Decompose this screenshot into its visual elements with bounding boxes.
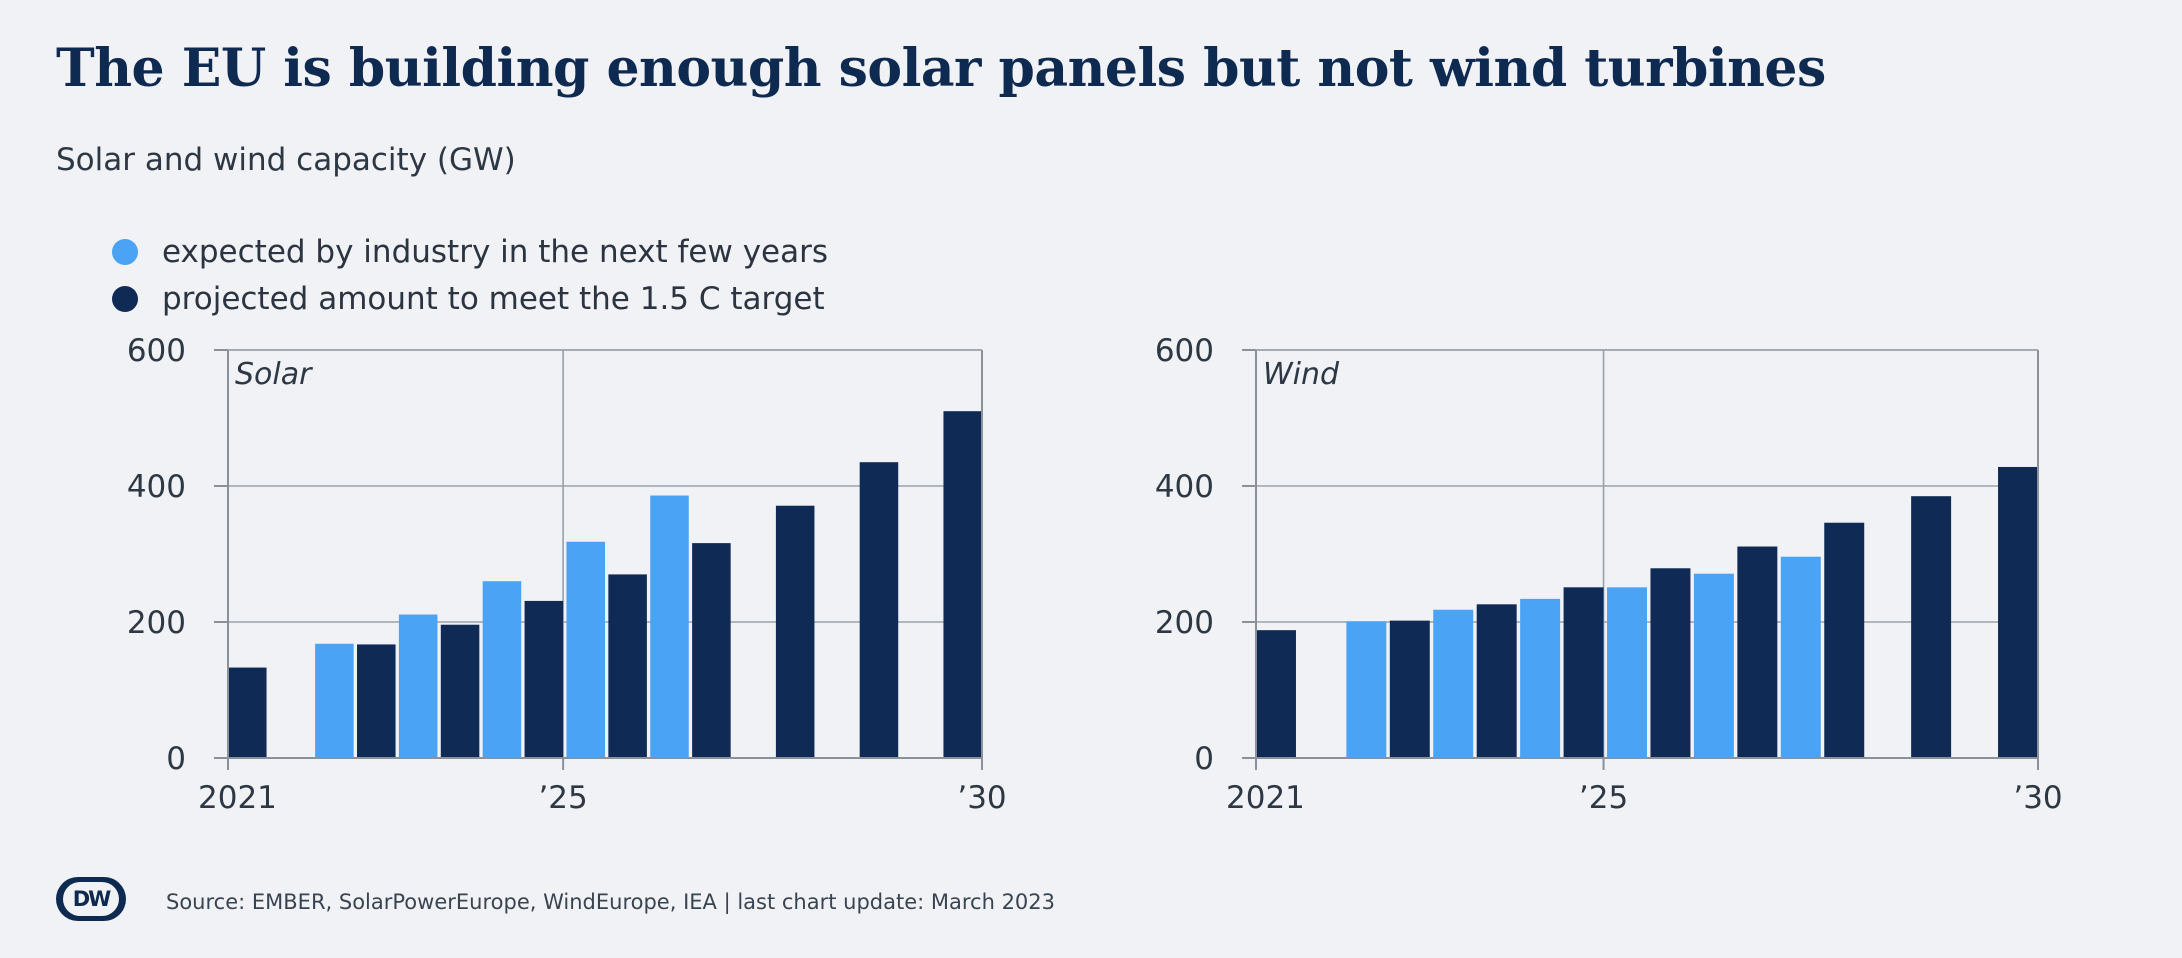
dw-logo: DW: [56, 877, 126, 921]
legend-item-industry: expected by industry in the next few yea…: [112, 232, 828, 272]
solar-bar-target-2023: [440, 624, 480, 758]
dw-logo-text: DW: [63, 882, 119, 916]
chart-subtitle: Solar and wind capacity (GW): [56, 142, 516, 178]
wind-bar-target-2022: [1389, 620, 1430, 758]
solar-xtick-label-2025: ’25: [538, 780, 587, 816]
wind-bar-target-2021: [1256, 630, 1296, 758]
solar-bar-target-2024: [524, 600, 564, 758]
wind-bar-industry-2023: [1433, 609, 1474, 758]
wind-bar-target-2027: [1824, 522, 1865, 758]
wind-ytick-label-600: 600: [1155, 333, 1214, 369]
wind-bar-target-2026: [1737, 546, 1778, 758]
solar-xtick-label-2021: 2021: [198, 780, 277, 816]
solar-panel-label: Solar: [235, 357, 313, 392]
wind-bar-target-2025: [1650, 568, 1691, 758]
legend-dot-target-icon: [112, 286, 138, 312]
legend-label-industry: expected by industry in the next few yea…: [162, 234, 829, 270]
wind-bar-industry-2026: [1693, 573, 1734, 758]
legend-label-target: projected amount to meet the 1.5 C targe…: [162, 281, 825, 317]
wind-bar-industry-2027: [1780, 556, 1821, 758]
wind-xtick-label-2025: ’25: [1579, 780, 1628, 816]
solar-bar-target-2022: [357, 644, 396, 758]
wind-bar-target-2028: [1911, 496, 1952, 758]
solar-ytick-label-400: 400: [127, 469, 186, 505]
solar-ytick-label-600: 600: [127, 333, 186, 369]
solar-bar-industry-2026: [650, 495, 689, 758]
solar-bar-target-2028: [859, 462, 899, 758]
wind-bar-industry-2025: [1607, 587, 1647, 758]
solar-bar-target-2029: [943, 411, 982, 758]
solar-ytick-label-200: 200: [127, 605, 186, 641]
wind-ytick-label-0: 0: [1194, 741, 1214, 777]
legend-item-target: projected amount to meet the 1.5 C targe…: [112, 279, 825, 319]
source-note: Source: EMBER, SolarPowerEurope, WindEur…: [166, 890, 1056, 914]
solar-bar-target-2027: [775, 505, 815, 758]
wind-bar-target-2024: [1563, 587, 1604, 758]
wind-bar-target-2029: [1998, 466, 2038, 758]
wind-bar-target-2023: [1476, 604, 1517, 758]
solar-bar-target-2025: [608, 574, 647, 758]
wind-panel-label: Wind: [1263, 357, 1340, 392]
solar-bar-industry-2022: [315, 643, 354, 758]
wind-ytick-label-200: 200: [1155, 605, 1214, 641]
solar-bar-industry-2024: [482, 581, 522, 758]
wind-bar-industry-2024: [1520, 598, 1561, 758]
wind-xtick-label-2030: ’30: [2013, 780, 2062, 816]
wind-bar-industry-2022: [1346, 621, 1387, 758]
legend-dot-industry-icon: [112, 239, 138, 265]
wind-ytick-label-400: 400: [1155, 469, 1214, 505]
solar-bar-industry-2025: [566, 541, 605, 758]
chart-title: The EU is building enough solar panels b…: [56, 38, 1826, 99]
wind-xtick-label-2021: 2021: [1226, 780, 1305, 816]
solar-ytick-label-0: 0: [166, 741, 186, 777]
solar-xtick-label-2030: ’30: [957, 780, 1006, 816]
solar-bar-industry-2023: [398, 614, 438, 758]
solar-bar-target-2021: [228, 667, 267, 758]
solar-bar-target-2026: [692, 543, 731, 758]
